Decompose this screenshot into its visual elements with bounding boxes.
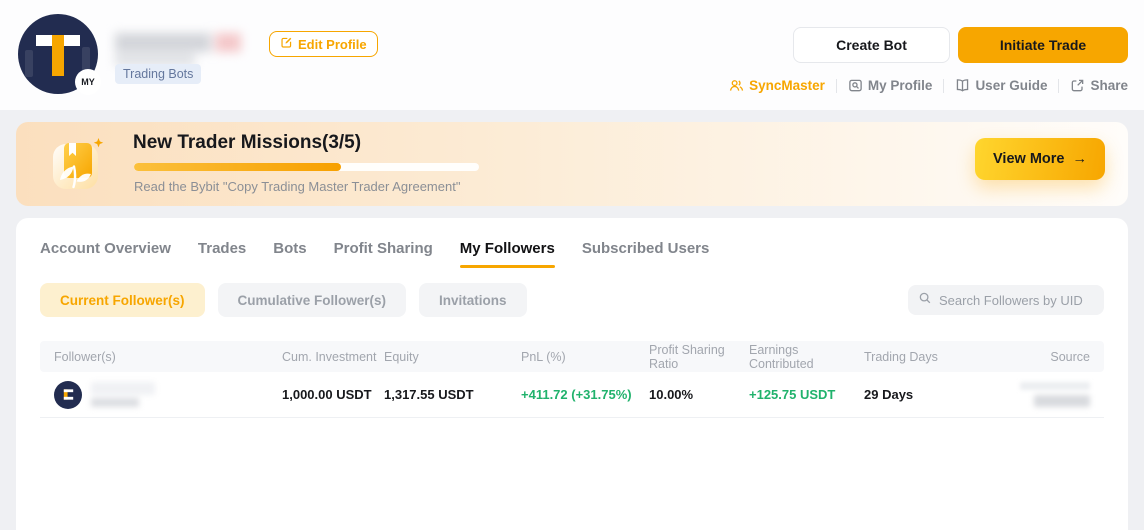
pnl-value: +411.72 (+31.75%) bbox=[521, 387, 632, 402]
profit-sharing-ratio-value: 10.00% bbox=[649, 387, 694, 402]
book-icon bbox=[955, 78, 970, 93]
view-more-button[interactable]: View More → bbox=[975, 138, 1105, 180]
divider bbox=[835, 78, 837, 93]
col-trading-days: Trading Days bbox=[864, 349, 938, 364]
search-followers-box[interactable] bbox=[908, 285, 1104, 315]
earnings-contributed-value: +125.75 USDT bbox=[749, 387, 836, 402]
col-equity: Equity bbox=[384, 349, 419, 364]
edit-profile-label: Edit Profile bbox=[298, 36, 367, 52]
col-profit-sharing-ratio: Profit Sharing Ratio bbox=[649, 342, 725, 371]
filter-cumulative-followers[interactable]: Cumulative Follower(s) bbox=[217, 283, 407, 317]
syncmaster-people-icon bbox=[729, 78, 744, 93]
trading-days-value: 29 Days bbox=[864, 387, 914, 402]
avatar-decoration bbox=[82, 47, 90, 71]
quick-links: SyncMaster My Profile User Guide bbox=[729, 78, 1128, 93]
main-card: Account Overview Trades Bots Profit Shar… bbox=[16, 218, 1128, 530]
tab-trades[interactable]: Trades bbox=[197, 240, 247, 257]
edit-profile-button[interactable]: Edit Profile bbox=[269, 31, 378, 57]
region-badge: MY bbox=[75, 69, 101, 95]
missions-title: New Trader Missions(3/5) bbox=[133, 132, 362, 153]
avatar-t-logo-stem bbox=[52, 35, 64, 76]
follower-avatar bbox=[54, 380, 82, 409]
search-followers-input[interactable] bbox=[939, 292, 1094, 308]
user-guide-link[interactable]: User Guide bbox=[955, 78, 1047, 93]
create-bot-button[interactable]: Create Bot bbox=[793, 27, 950, 63]
avatar-decoration bbox=[25, 50, 33, 77]
tab-my-followers[interactable]: My Followers bbox=[459, 240, 555, 268]
col-followers: Follower(s) bbox=[54, 349, 116, 364]
follower-cell bbox=[54, 380, 282, 410]
arrow-right-icon: → bbox=[1072, 151, 1087, 167]
divider bbox=[943, 78, 945, 93]
divider bbox=[1058, 78, 1060, 93]
search-icon bbox=[918, 291, 932, 310]
syncmaster-link[interactable]: SyncMaster bbox=[729, 78, 825, 93]
mission-progress-fill bbox=[134, 163, 341, 171]
cum-investment-value: 1,000.00 USDT bbox=[282, 387, 372, 402]
followers-table-header: Follower(s) Cum. Investment Equity PnL (… bbox=[40, 341, 1104, 372]
share-link[interactable]: Share bbox=[1070, 78, 1128, 93]
tab-subscribed-users[interactable]: Subscribed Users bbox=[581, 240, 710, 257]
top-bar: MY Trading Bots Edit Profile Create Bot … bbox=[0, 0, 1144, 110]
tab-bar: Account Overview Trades Bots Profit Shar… bbox=[16, 218, 1128, 268]
table-row: 1,000.00 USDT 1,317.55 USDT +411.72 (+31… bbox=[40, 372, 1104, 418]
followers-filter-row: Current Follower(s) Cumulative Follower(… bbox=[16, 268, 1128, 317]
col-cum-investment: Cum. Investment bbox=[282, 349, 377, 364]
equity-value: 1,317.55 USDT bbox=[384, 387, 474, 402]
mission-book-icon bbox=[49, 135, 107, 193]
col-pnl: PnL (%) bbox=[521, 349, 566, 364]
trader-missions-banner: New Trader Missions(3/5) Read the Bybit … bbox=[16, 122, 1128, 206]
trading-bots-badge: Trading Bots bbox=[115, 64, 202, 84]
followers-table: Follower(s) Cum. Investment Equity PnL (… bbox=[40, 341, 1104, 418]
edit-icon bbox=[280, 36, 293, 52]
source-redacted bbox=[1014, 382, 1090, 407]
missions-subtitle: Read the Bybit "Copy Trading Master Trad… bbox=[134, 179, 461, 194]
trader-name-redacted bbox=[115, 31, 243, 69]
share-icon bbox=[1070, 78, 1085, 93]
initiate-trade-button[interactable]: Initiate Trade bbox=[958, 27, 1128, 63]
trader-avatar: MY bbox=[18, 14, 101, 95]
tab-account-overview[interactable]: Account Overview bbox=[40, 240, 171, 257]
col-earnings-contributed: Earnings Contributed bbox=[749, 342, 814, 371]
my-profile-link[interactable]: My Profile bbox=[848, 78, 932, 93]
col-source: Source bbox=[1050, 349, 1090, 364]
profile-preview-icon bbox=[848, 78, 863, 93]
tab-bots[interactable]: Bots bbox=[273, 240, 307, 257]
filter-current-followers[interactable]: Current Follower(s) bbox=[40, 283, 205, 317]
tab-profit-sharing[interactable]: Profit Sharing bbox=[333, 240, 433, 257]
follower-name-redacted bbox=[91, 380, 183, 410]
filter-invitations[interactable]: Invitations bbox=[419, 283, 527, 317]
missions-progress-bar bbox=[134, 163, 479, 171]
